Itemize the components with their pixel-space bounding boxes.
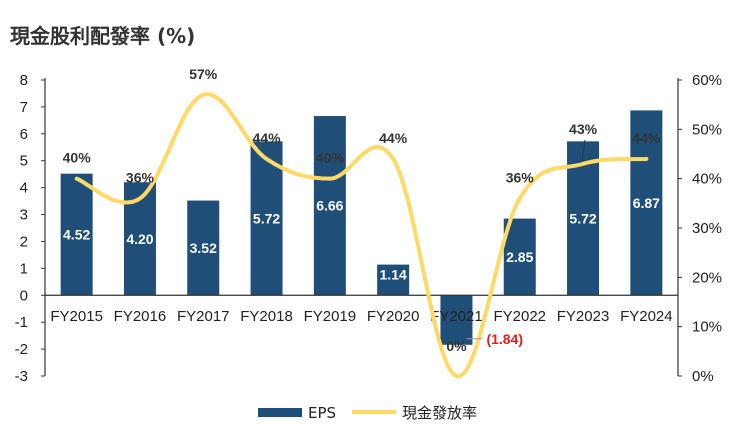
eps-bar — [503, 218, 536, 296]
eps-bar — [60, 173, 93, 296]
left-tick-label: 8 — [20, 72, 28, 89]
eps-value-label: 3.52 — [190, 240, 217, 256]
category-label: FY2022 — [493, 308, 546, 325]
right-tick-label: 40% — [692, 171, 722, 188]
left-tick-label: -3 — [15, 368, 28, 385]
payout-value-label: 40% — [63, 150, 92, 166]
payout-value-label: 0% — [446, 338, 467, 354]
eps-value-label: 2.85 — [506, 249, 533, 265]
payout-value-label: 43% — [569, 121, 598, 137]
category-label: FY2020 — [367, 308, 420, 325]
eps-value-label: 5.72 — [253, 210, 280, 226]
payout-value-label: 44% — [632, 130, 661, 146]
left-tick-label: 3 — [20, 207, 28, 224]
left-tick-label: 1 — [20, 260, 28, 277]
category-label: FY2023 — [557, 308, 610, 325]
payout-value-label: 44% — [379, 130, 408, 146]
left-tick-label: -1 — [15, 314, 28, 331]
category-label: FY2024 — [620, 308, 673, 325]
payout-value-label: 40% — [316, 150, 345, 166]
eps-bar — [630, 110, 663, 296]
category-label: FY2017 — [177, 308, 230, 325]
right-tick-label: 10% — [692, 319, 722, 336]
left-tick-label: 5 — [20, 153, 28, 170]
category-label: FY2019 — [304, 308, 357, 325]
payout-callout-leader — [581, 139, 586, 161]
eps-bar — [313, 116, 346, 296]
payout-value-label: 36% — [126, 169, 155, 185]
eps-value-label: 4.20 — [126, 231, 153, 247]
category-label: FY2021 — [430, 308, 483, 325]
eps-value-label: 6.87 — [633, 195, 660, 211]
left-tick-label: 2 — [20, 233, 28, 250]
payout-value-label: 36% — [506, 169, 535, 185]
legend-label-eps: EPS — [308, 404, 336, 422]
left-tick-label: 4 — [20, 180, 28, 197]
left-tick-label: 0 — [20, 287, 28, 304]
category-label: FY2016 — [114, 308, 167, 325]
right-tick-label: 30% — [692, 220, 722, 237]
payout-value-label: 57% — [189, 66, 218, 82]
eps-value-label: 6.66 — [316, 198, 343, 214]
right-tick-label: 60% — [692, 72, 722, 89]
left-tick-label: 7 — [20, 99, 28, 116]
right-tick-label: 20% — [692, 269, 722, 286]
payout-ratio-line — [74, 92, 649, 379]
eps-value-label: 4.52 — [63, 226, 90, 242]
eps-bar — [377, 264, 410, 296]
legend-label-payout: 現金發放率 — [402, 404, 477, 422]
right-tick-label: 0% — [692, 368, 714, 385]
chart-title: 現金股利配發率 (%) — [10, 24, 196, 48]
left-tick-label: -2 — [15, 341, 28, 358]
legend-swatch-eps — [258, 408, 302, 417]
eps-bar — [187, 200, 220, 296]
category-label: FY2018 — [240, 308, 293, 325]
payout-value-label: 44% — [253, 130, 282, 146]
category-label: FY2015 — [50, 308, 103, 325]
eps-value-label: 5.72 — [569, 210, 596, 226]
right-tick-label: 50% — [692, 121, 722, 138]
eps-value-label: (1.84) — [486, 331, 523, 347]
left-tick-label: 6 — [20, 126, 28, 143]
eps-bar — [440, 295, 473, 345]
eps-value-label: 1.14 — [380, 267, 407, 283]
